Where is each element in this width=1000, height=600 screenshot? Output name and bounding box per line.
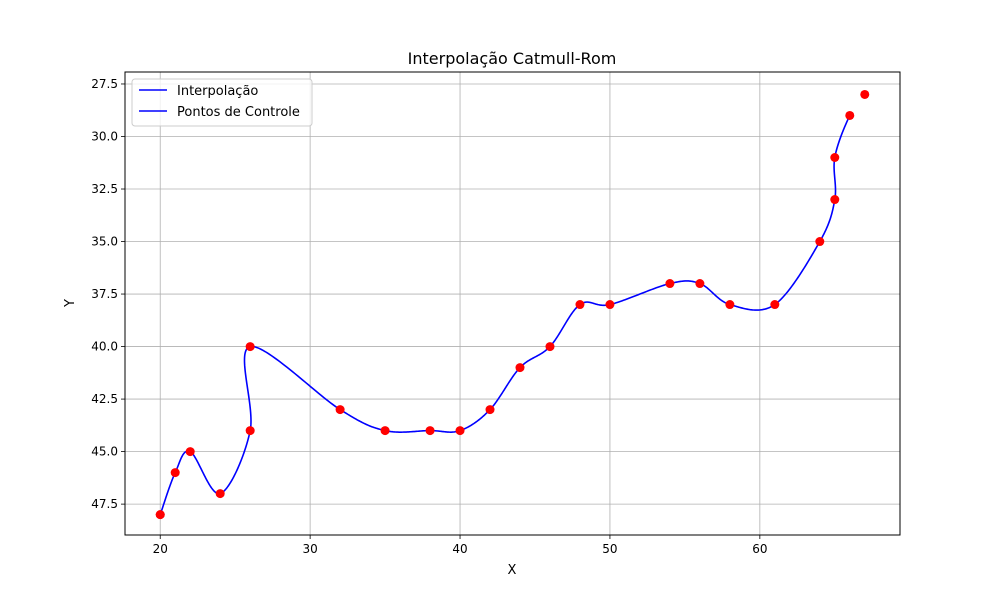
control-point <box>770 300 780 310</box>
chart-title: Interpolação Catmull-Rom <box>408 49 617 68</box>
x-tick-label: 60 <box>752 542 767 556</box>
x-tick-label: 20 <box>153 542 168 556</box>
control-point <box>485 405 495 415</box>
control-point <box>380 426 390 436</box>
control-point <box>605 300 615 310</box>
control-point <box>245 342 255 352</box>
control-point <box>545 342 555 352</box>
y-tick-label: 45.0 <box>91 445 118 459</box>
control-point <box>845 110 855 120</box>
x-tick-label: 50 <box>602 542 617 556</box>
y-tick-label: 42.5 <box>91 392 118 406</box>
control-point <box>215 489 225 499</box>
legend: Interpolação Pontos de Controle <box>131 78 313 127</box>
y-tick-label: 37.5 <box>91 287 118 301</box>
control-point <box>185 447 195 457</box>
grid <box>125 72 900 535</box>
control-point <box>155 510 165 520</box>
control-point <box>245 426 255 436</box>
control-point <box>515 363 525 373</box>
y-tick-label: 32.5 <box>91 182 118 196</box>
y-tick-label: 35.0 <box>91 235 118 249</box>
control-point <box>665 279 675 289</box>
plot-area-frame <box>124 71 901 536</box>
legend-label-interpolation: Interpolação <box>177 84 258 99</box>
control-point <box>815 237 825 247</box>
control-point <box>830 195 840 205</box>
y-axis-label: Y <box>63 299 78 308</box>
y-tick-label: 30.0 <box>91 129 118 143</box>
y-tick-label: 40.0 <box>91 340 118 354</box>
control-point <box>695 279 705 289</box>
x-axis-label: X <box>508 563 517 578</box>
control-point <box>830 152 840 162</box>
legend-box <box>131 78 313 127</box>
control-point <box>455 426 465 436</box>
ticks: 20 30 40 50 60 27.5 30.0 32.5 35.0 37.5 40.0 42.5 45… <box>91 77 767 556</box>
control-points-layer <box>155 89 870 520</box>
control-point <box>170 468 180 478</box>
control-point <box>860 89 870 99</box>
legend-label-control-points: Pontos de Controle <box>177 105 300 120</box>
control-point <box>335 405 345 415</box>
x-tick-label: 40 <box>452 542 467 556</box>
y-tick-label: 47.5 <box>91 497 118 511</box>
x-tick-label: 30 <box>302 542 317 556</box>
y-tick-label: 27.5 <box>91 77 118 91</box>
control-point <box>575 300 585 310</box>
control-point <box>425 426 435 436</box>
control-point <box>725 300 735 310</box>
